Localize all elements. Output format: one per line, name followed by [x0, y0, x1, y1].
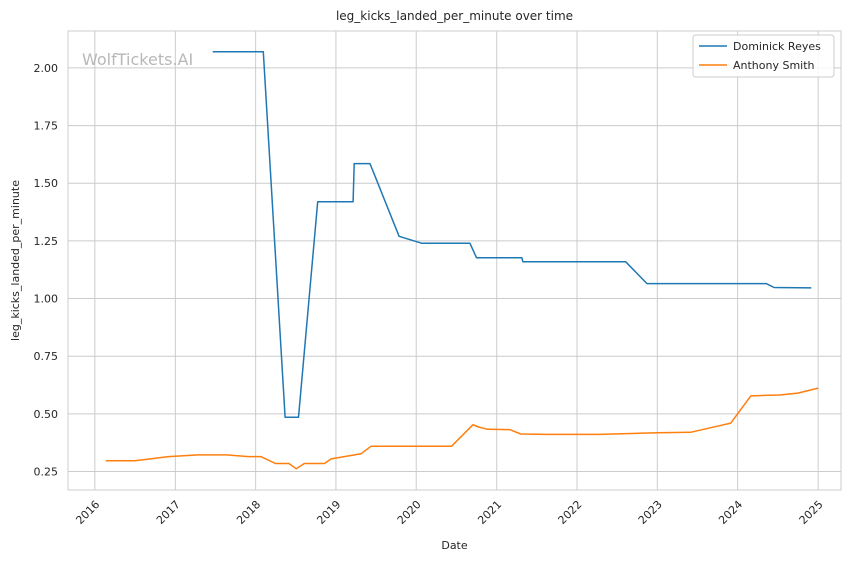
- y-tick-label: 0.25: [34, 466, 59, 479]
- y-tick-label: 1.75: [34, 120, 59, 133]
- x-tick-label: 2020: [395, 498, 424, 527]
- x-tick-label: 2021: [475, 498, 504, 527]
- plot-frame: [67, 30, 842, 491]
- x-tick-label: 2022: [556, 498, 585, 527]
- series-lines: [105, 51, 819, 470]
- y-tick-labels: 0.25 0.50 0.75 1.00 1.25 1.50 1.75 2.00: [34, 62, 59, 479]
- legend-label-dominick-reyes: Dominick Reyes: [733, 40, 821, 53]
- legend-label-anthony-smith: Anthony Smith: [733, 59, 815, 72]
- y-tick-label: 0.50: [34, 408, 59, 421]
- x-tick-label: 2019: [314, 498, 343, 527]
- x-tick-label: 2016: [73, 498, 102, 527]
- y-tick-label: 2.00: [34, 62, 59, 75]
- y-tick-label: 1.25: [34, 235, 59, 248]
- x-axis-title: Date: [441, 539, 468, 552]
- legend: Dominick Reyes Anthony Smith: [692, 34, 835, 78]
- grid: [68, 31, 841, 490]
- x-tick-label: 2025: [797, 498, 826, 527]
- watermark-text: WolfTickets.AI: [82, 50, 193, 69]
- series-line-anthony-smith: [105, 387, 819, 470]
- chart-title: leg_kicks_landed_per_minute over time: [336, 9, 573, 23]
- y-axis-title: leg_kicks_landed_per_minute: [9, 180, 22, 341]
- y-tick-label: 1.50: [34, 177, 59, 190]
- legend-box: [692, 34, 835, 78]
- x-tick-label: 2017: [154, 498, 183, 527]
- y-tick-label: 1.00: [34, 293, 59, 306]
- x-tick-labels: 2016 2017 2018 2019 2020 2021 2022 2023 2024 2025: [73, 498, 825, 527]
- y-tick-label: 0.75: [34, 350, 59, 363]
- x-tick-label: 2018: [234, 498, 263, 527]
- x-tick-label: 2023: [636, 498, 665, 527]
- x-tick-label: 2024: [716, 498, 745, 527]
- series-line-dominick-reyes: [212, 51, 812, 419]
